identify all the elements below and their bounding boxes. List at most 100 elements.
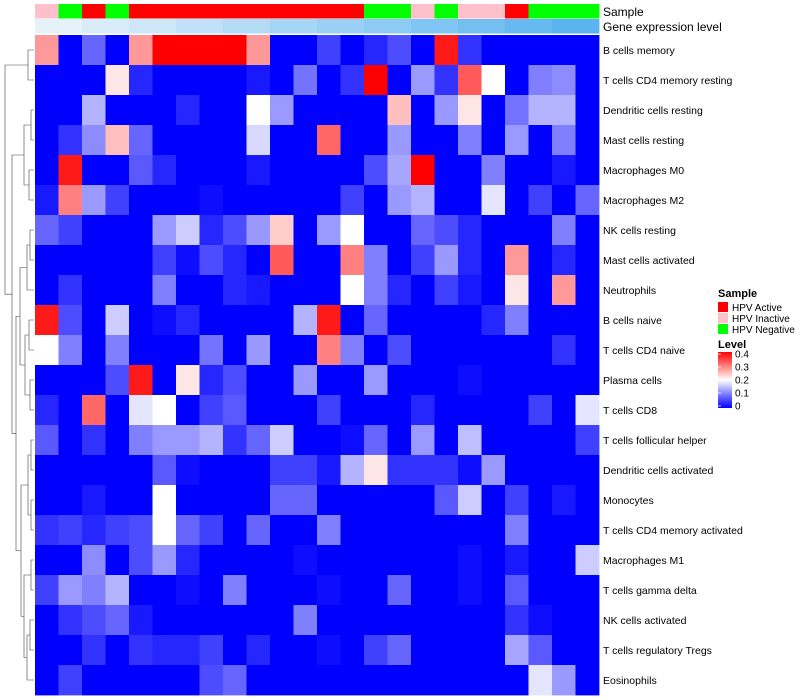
heatmap-cell [129, 575, 153, 606]
heatmap-cell [129, 65, 153, 96]
heatmap-cell [458, 305, 482, 336]
heatmap-cell [411, 65, 435, 96]
annotation-cell-sample-8 [223, 4, 247, 19]
heatmap-cell [82, 485, 106, 516]
heatmap-cell [129, 635, 153, 666]
dendrogram-branch [26, 244, 34, 291]
heatmap-cell [481, 575, 506, 606]
heatmap-cell [434, 575, 459, 606]
heatmap-cell [458, 35, 482, 66]
heatmap-cell [105, 335, 130, 366]
heatmap-cell [387, 245, 412, 276]
heatmap-cell [387, 545, 412, 576]
heatmap-cell [82, 545, 106, 576]
heatmap-cell [176, 335, 200, 366]
heatmap-cells [35, 35, 600, 696]
heatmap-cell [505, 635, 529, 666]
heatmap-cell [387, 65, 412, 96]
heatmap-cell [528, 335, 553, 366]
colorbar-tick-label: 0.3 [735, 363, 749, 374]
heatmap-cell [364, 425, 388, 456]
heatmap-cell [35, 65, 59, 96]
row-label: Dendritic cells activated [603, 465, 713, 477]
heatmap-cell [434, 125, 459, 156]
heatmap-cell [293, 485, 318, 516]
heatmap-cell [199, 215, 224, 246]
heatmap-cell [552, 155, 576, 186]
heatmap-cell [199, 455, 224, 486]
heatmap-cell [364, 605, 388, 636]
heatmap-cell [82, 395, 106, 426]
heatmap-cell [575, 425, 600, 456]
heatmap-cell [317, 545, 341, 576]
heatmap-cell [129, 395, 153, 426]
dendrogram-branch [27, 454, 31, 516]
row-label: T cells follicular helper [603, 435, 707, 447]
heatmap-cell [223, 395, 247, 426]
heatmap-cell [505, 395, 529, 426]
heatmap-cell [35, 215, 59, 246]
heatmap-cell [199, 155, 224, 186]
heatmap-cell [246, 455, 271, 486]
heatmap-cell [411, 275, 435, 306]
heatmap-cell [458, 485, 482, 516]
heatmap-cell [176, 455, 200, 486]
heatmap-cell [199, 575, 224, 606]
heatmap-cell [199, 95, 224, 126]
heatmap-cell [387, 515, 412, 546]
heatmap-cell [387, 305, 412, 336]
heatmap-cell [364, 245, 388, 276]
heatmap-cell [481, 245, 506, 276]
heatmap-cell [340, 275, 365, 306]
row-label: Macrophages M0 [603, 165, 684, 177]
heatmap-cell [552, 185, 576, 216]
heatmap-cell [270, 605, 294, 636]
dendrogram-branch [27, 49, 34, 81]
heatmap-cell [270, 395, 294, 426]
heatmap-cell [505, 575, 529, 606]
row-label: T cells gamma delta [603, 585, 697, 597]
heatmap-cell [246, 545, 271, 576]
heatmap-cell [505, 65, 529, 96]
heatmap-cell [317, 425, 341, 456]
heatmap-cell [505, 455, 529, 486]
level-colorbar [718, 352, 732, 408]
heatmap-cell [58, 515, 83, 546]
heatmap-cell [340, 575, 365, 606]
heatmap-cell [35, 275, 59, 306]
heatmap-cell [152, 665, 177, 696]
row-label: Macrophages M1 [603, 555, 684, 567]
heatmap-cell [317, 485, 341, 516]
heatmap-cell [176, 245, 200, 276]
heatmap-cell [129, 275, 153, 306]
heatmap-cell [152, 545, 177, 576]
heatmap-cell [82, 125, 106, 156]
heatmap-cell [246, 95, 271, 126]
heatmap-cell [411, 515, 435, 546]
heatmap-cell [176, 515, 200, 546]
heatmap-cell [552, 665, 576, 696]
heatmap-cell [364, 545, 388, 576]
heatmap-cell [387, 665, 412, 696]
heatmap-cell [129, 245, 153, 276]
heatmap-cell [58, 215, 83, 246]
heatmap-cell [35, 545, 59, 576]
colorbar-tick-label: 0 [735, 402, 741, 413]
heatmap-cell [199, 35, 224, 66]
heatmap-cell [552, 305, 576, 336]
heatmap-cell [223, 575, 247, 606]
heatmap-cell [35, 125, 59, 156]
heatmap-cell [293, 365, 318, 396]
heatmap-cell [270, 95, 294, 126]
heatmap-cell [340, 365, 365, 396]
heatmap-cell [481, 635, 506, 666]
heatmap-cell [176, 215, 200, 246]
dendrogram-branch [29, 619, 34, 651]
heatmap-cell [364, 185, 388, 216]
heatmap-cell [458, 95, 482, 126]
heatmap-cell [246, 635, 271, 666]
row-label: NK cells resting [603, 225, 676, 237]
heatmap-cell [35, 605, 59, 636]
heatmap-cell [152, 215, 177, 246]
heatmap-cell [293, 35, 318, 66]
